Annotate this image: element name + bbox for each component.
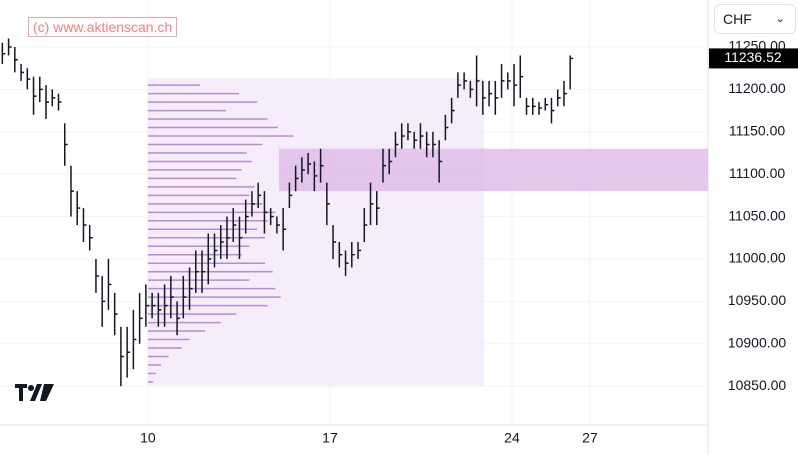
y-tick-label: 11000.00 <box>728 250 786 266</box>
y-tick-label: 11200.00 <box>728 80 786 96</box>
y-tick-label: 10950.00 <box>728 292 787 308</box>
y-tick-label: 10850.00 <box>728 377 787 393</box>
x-tick-label: 27 <box>582 430 598 446</box>
value-area <box>278 148 708 192</box>
x-tick-label: 10 <box>140 430 156 446</box>
y-tick-label: 11050.00 <box>728 207 786 223</box>
last-price-label: 11236.52 <box>724 49 782 65</box>
watermark: (c) www.aktienscan.ch <box>28 17 178 37</box>
y-tick-label: 11100.00 <box>729 165 786 181</box>
x-tick-label: 17 <box>322 430 338 446</box>
last-price-box <box>709 48 798 69</box>
currency: CHF <box>723 11 752 27</box>
chevron: ⌄ <box>775 13 785 25</box>
y-tick-label: 10900.00 <box>728 334 787 350</box>
profile-area <box>147 78 484 387</box>
x-tick-label: 24 <box>504 430 520 446</box>
y-tick-label: 11150.00 <box>729 122 786 138</box>
tv-logo <box>15 384 54 401</box>
currency-select[interactable]: CHF ⌄ <box>714 4 796 34</box>
